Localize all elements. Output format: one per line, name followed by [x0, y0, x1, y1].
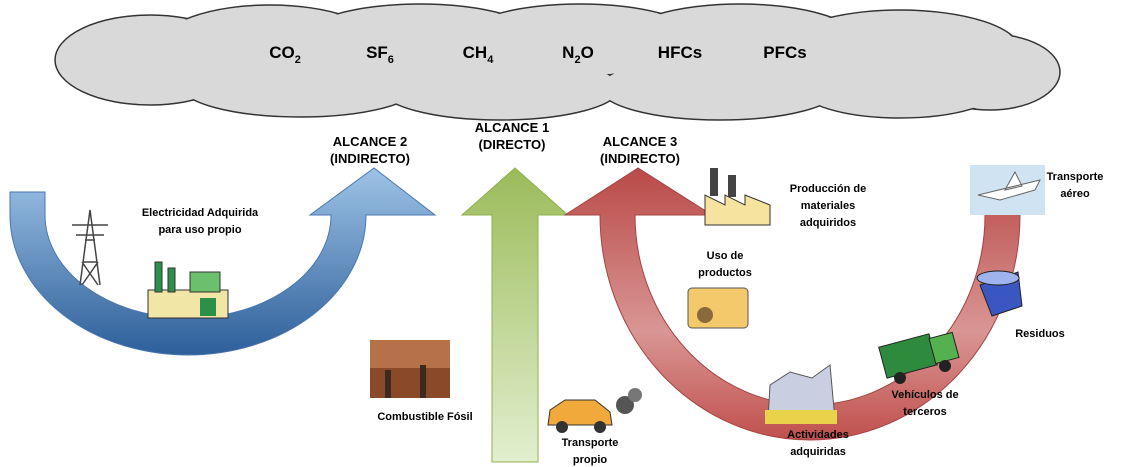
- tower-icon: [72, 210, 108, 285]
- diagram: CO2SF6CH4N2OHFCsPFCsALCANCE 2(INDIRECTO)…: [0, 0, 1121, 467]
- item-label: adquiridas: [790, 446, 846, 458]
- gas-sub: 4: [487, 54, 494, 66]
- scope-label: ALCANCE 3: [603, 134, 677, 149]
- item-label: productos: [698, 267, 752, 279]
- scope-label: ALCANCE 2: [333, 134, 407, 149]
- gas-main: N: [562, 43, 574, 62]
- item-label: Actividades: [787, 429, 849, 441]
- scope-label: (INDIRECTO): [600, 151, 680, 166]
- gas-tail: O: [581, 43, 594, 62]
- fossil-icon: [370, 340, 450, 398]
- scope-label: (DIRECTO): [479, 137, 546, 152]
- item-label: Transporte: [562, 437, 619, 449]
- item-label: terceros: [903, 406, 946, 418]
- gas-label: PFCs: [763, 43, 806, 62]
- factory-icon: [148, 262, 228, 318]
- gas-main: CO: [269, 43, 295, 62]
- item-label: Producción de: [790, 183, 866, 195]
- products-icon: [688, 288, 748, 328]
- activities-icon: [765, 365, 837, 424]
- plane-icon: [970, 165, 1045, 215]
- item-label: adquiridos: [800, 217, 856, 229]
- gas-main: CH: [463, 43, 488, 62]
- item-label: propio: [573, 454, 607, 466]
- item-label: Electricidad Adquirida: [142, 207, 259, 219]
- item-label: Uso de: [707, 250, 744, 262]
- item-label: Residuos: [1015, 328, 1065, 340]
- item-label: aéreo: [1060, 188, 1090, 200]
- gas-sub: 2: [295, 54, 301, 66]
- car-icon: [548, 388, 642, 433]
- item-label: materiales: [801, 200, 855, 212]
- gas-main: PFCs: [763, 43, 806, 62]
- item-label: Vehículos de: [891, 389, 958, 401]
- scope-label: (INDIRECTO): [330, 151, 410, 166]
- item-label: Transporte: [1047, 171, 1104, 183]
- item-label: para uso propio: [158, 224, 241, 236]
- item-label: Combustible Fósil: [377, 411, 472, 423]
- factory2-icon: [705, 168, 770, 225]
- gas-label: HFCs: [658, 43, 702, 62]
- scope2-arrow: [10, 168, 435, 355]
- gas-sub: 6: [388, 54, 394, 66]
- scope-label: ALCANCE 1: [475, 120, 549, 135]
- cloud: [55, 4, 1060, 120]
- gas-main: SF: [366, 43, 388, 62]
- gas-main: HFCs: [658, 43, 702, 62]
